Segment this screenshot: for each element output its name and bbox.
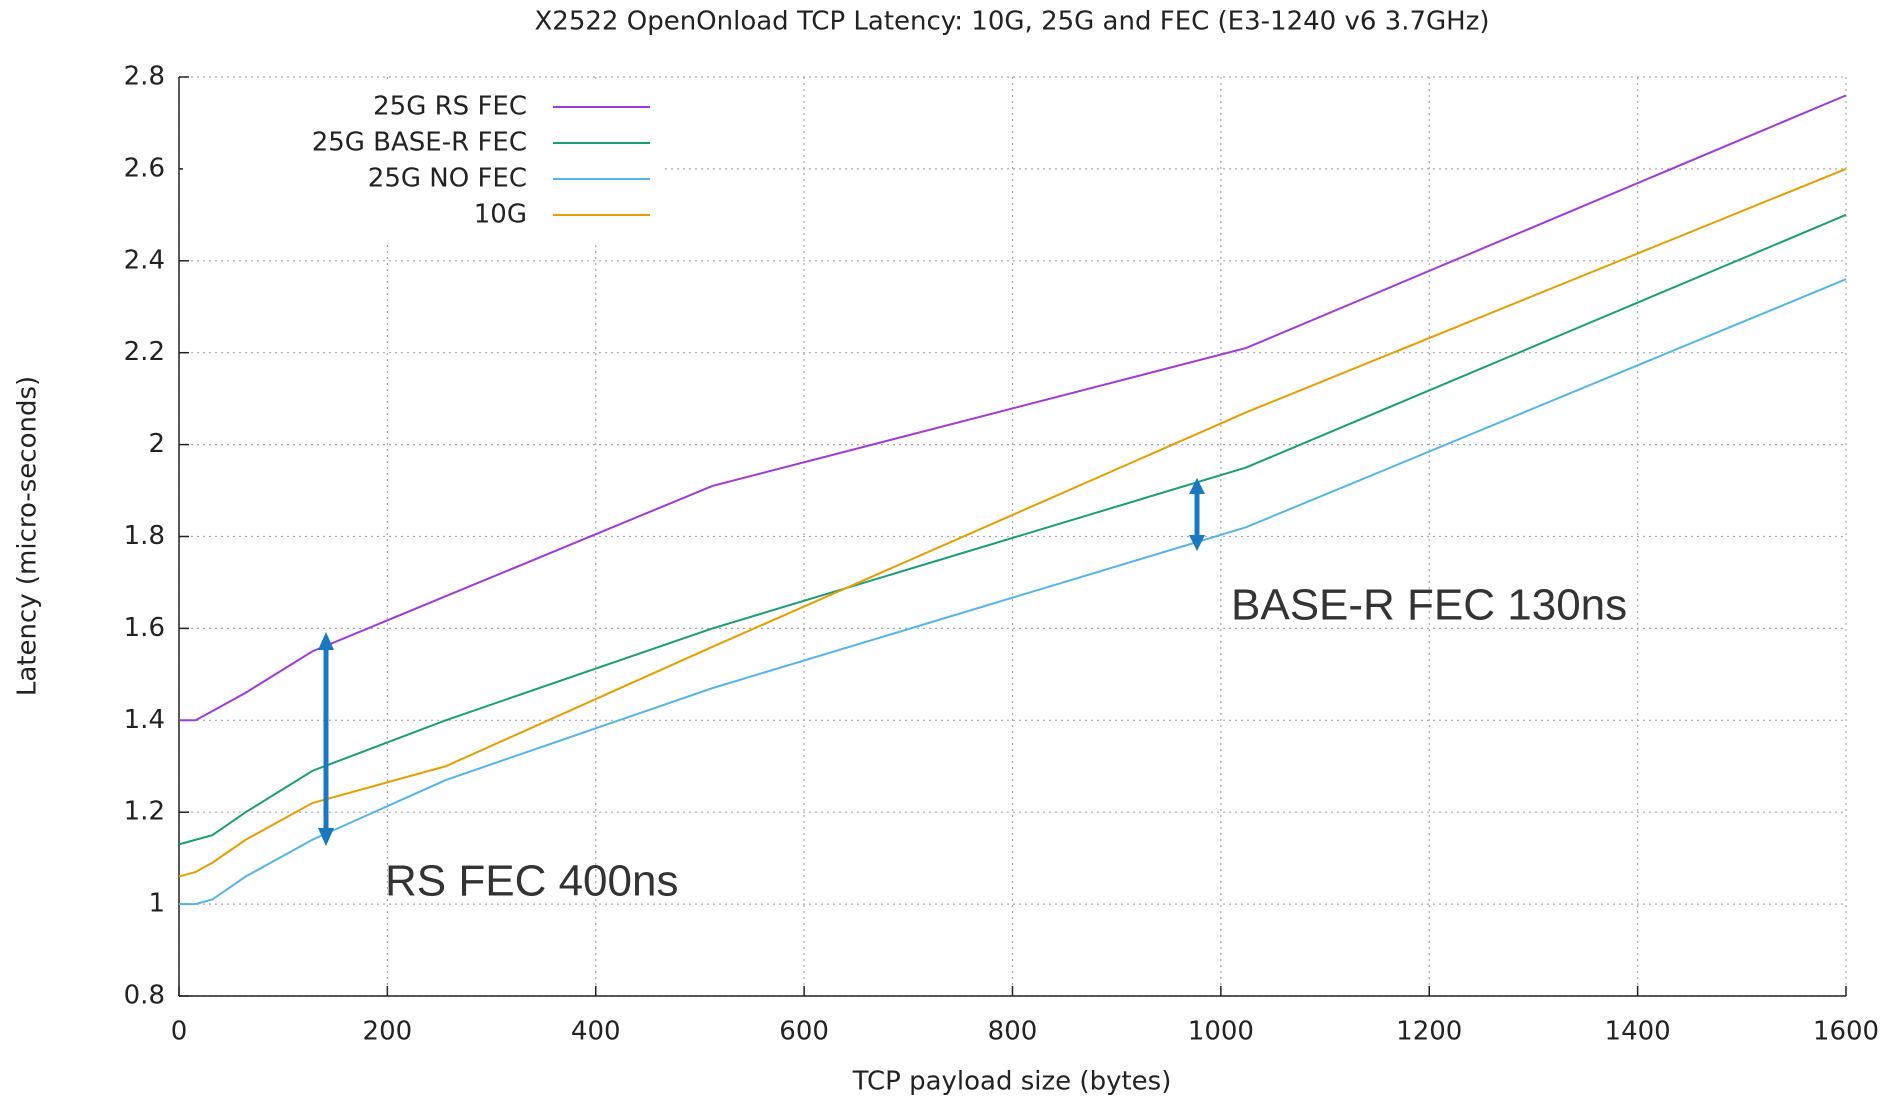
- y-tick-label: 1: [148, 889, 165, 919]
- y-tick-label: 2.6: [124, 153, 165, 183]
- chart-title: X2522 OpenOnload TCP Latency: 10G, 25G a…: [534, 7, 1489, 37]
- y-tick-label: 0.8: [124, 981, 165, 1011]
- y-tick-label: 1.6: [124, 613, 165, 643]
- x-axis-label: TCP payload size (bytes): [852, 1067, 1172, 1097]
- x-tick-label: 400: [571, 1017, 621, 1047]
- legend-label: 10G: [474, 200, 527, 230]
- series-line: [178, 213, 1847, 846]
- arrow: [318, 478, 1205, 846]
- x-tick-label: 1200: [1396, 1017, 1462, 1047]
- y-tick-label: 2.8: [124, 62, 165, 92]
- legend-label: 25G BASE-R FEC: [312, 128, 527, 158]
- y-tick-label: 2.2: [124, 337, 165, 367]
- y-tick-label: 1.8: [124, 521, 165, 551]
- x-tick-label: 800: [988, 1017, 1038, 1047]
- annotation: RS FEC 400ns: [385, 857, 678, 906]
- x-tick-label: 200: [363, 1017, 413, 1047]
- legend-label: 25G RS FEC: [373, 92, 527, 122]
- x-tick-label: 0: [171, 1017, 188, 1047]
- y-tick-label: 1.4: [124, 705, 165, 735]
- x-tick-label: 1400: [1605, 1017, 1671, 1047]
- y-axis-label: Latency (micro-seconds): [13, 376, 43, 696]
- legend-label: 25G NO FEC: [368, 164, 527, 194]
- y-tick-label: 2: [148, 429, 165, 459]
- series-line: [179, 278, 1847, 906]
- x-tick-label: 1000: [1188, 1017, 1254, 1047]
- x-tick-label: 1600: [1813, 1017, 1879, 1047]
- y-tick-label: 1.2: [124, 797, 165, 827]
- x-tick-label: 600: [779, 1017, 829, 1047]
- annotation: BASE-R FEC 130ns: [1231, 581, 1627, 630]
- series-line: [178, 167, 1847, 878]
- y-tick-label: 2.4: [124, 245, 165, 275]
- series-line: [179, 94, 1847, 722]
